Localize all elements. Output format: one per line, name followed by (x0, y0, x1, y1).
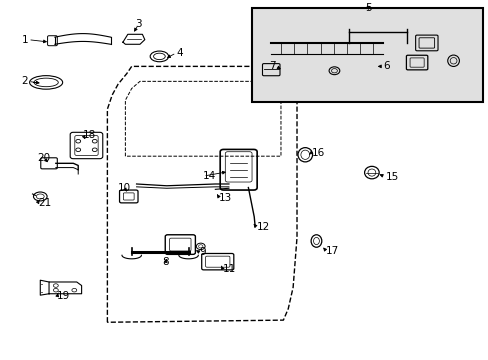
Text: 16: 16 (311, 148, 324, 158)
Text: 5: 5 (365, 3, 371, 13)
Text: 19: 19 (57, 291, 70, 301)
Text: 8: 8 (162, 257, 169, 267)
Polygon shape (122, 34, 144, 44)
Text: 9: 9 (200, 247, 206, 257)
Polygon shape (49, 282, 81, 294)
Text: 4: 4 (176, 48, 183, 58)
Text: 1: 1 (21, 35, 28, 45)
Text: 13: 13 (219, 193, 232, 203)
Text: 2: 2 (21, 76, 28, 86)
Text: 15: 15 (385, 172, 398, 182)
Text: 12: 12 (256, 222, 269, 233)
Text: 3: 3 (135, 19, 142, 29)
Text: 14: 14 (203, 171, 216, 181)
Bar (251, 8, 482, 102)
Text: 7: 7 (269, 61, 276, 71)
Text: 10: 10 (117, 183, 130, 193)
Text: 18: 18 (83, 130, 96, 140)
Text: 11: 11 (222, 264, 235, 274)
Text: 17: 17 (325, 246, 339, 256)
Text: 6: 6 (382, 61, 389, 71)
Text: 21: 21 (38, 198, 51, 207)
Text: 20: 20 (38, 153, 51, 163)
